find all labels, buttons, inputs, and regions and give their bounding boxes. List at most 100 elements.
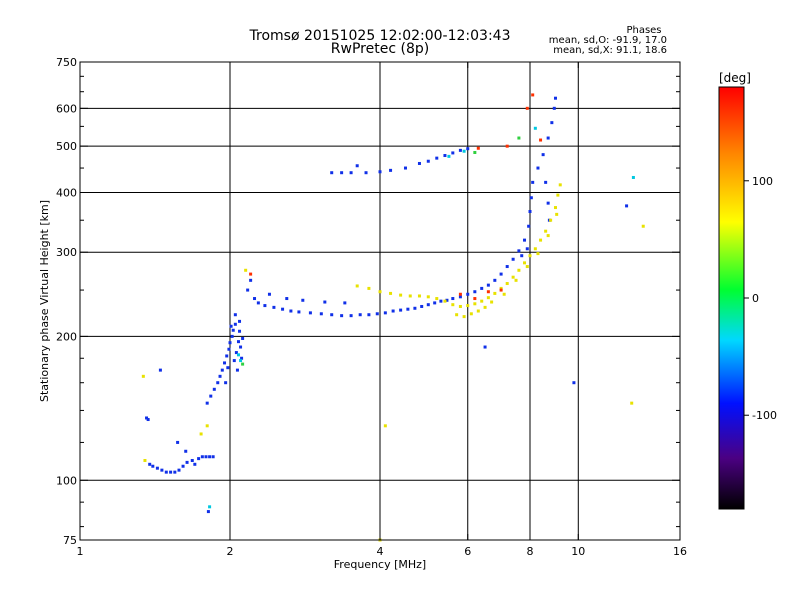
data-point xyxy=(227,347,231,351)
data-point xyxy=(223,361,227,365)
data-point xyxy=(263,304,267,308)
data-point xyxy=(458,304,462,308)
y-tick-label: 400 xyxy=(56,186,77,199)
data-point xyxy=(528,254,532,258)
data-point xyxy=(391,309,395,313)
data-point xyxy=(483,305,487,309)
data-point xyxy=(330,313,334,317)
data-point xyxy=(239,359,243,363)
y-tick-label: 200 xyxy=(56,330,77,343)
data-point xyxy=(239,345,243,349)
data-point xyxy=(505,282,509,286)
colorbar-tick-label: 0 xyxy=(752,292,759,305)
data-point xyxy=(493,291,497,295)
data-point xyxy=(527,224,531,228)
data-point xyxy=(451,297,455,301)
data-point xyxy=(473,150,477,154)
x-axis-label: Frequency [MHz] xyxy=(334,558,426,571)
data-point xyxy=(249,278,253,282)
data-point xyxy=(355,164,359,168)
data-point xyxy=(443,299,447,303)
x-tick-label: 16 xyxy=(673,545,687,558)
data-point xyxy=(447,154,451,158)
data-point xyxy=(358,313,362,317)
data-point xyxy=(399,308,403,312)
data-point xyxy=(143,458,147,462)
data-point xyxy=(511,275,515,279)
data-point xyxy=(550,121,554,125)
stats-line-x: mean, sd,X: 91.1, 18.6 xyxy=(553,45,667,56)
data-point xyxy=(528,210,532,214)
data-point xyxy=(158,368,162,372)
data-point xyxy=(232,359,236,363)
data-point xyxy=(205,401,209,405)
data-point xyxy=(208,505,212,509)
x-tick-label: 1 xyxy=(77,545,84,558)
data-point xyxy=(520,254,524,258)
data-point xyxy=(451,151,455,155)
data-point xyxy=(493,278,497,282)
data-point xyxy=(426,303,430,307)
x-tick-label: 4 xyxy=(377,545,384,558)
data-point xyxy=(529,196,533,200)
data-point xyxy=(220,368,224,372)
data-point xyxy=(238,329,242,333)
data-point xyxy=(406,307,410,311)
data-point xyxy=(514,278,518,282)
data-point xyxy=(546,234,550,238)
data-point xyxy=(193,462,197,466)
data-point xyxy=(160,468,164,472)
data-point xyxy=(572,381,576,385)
y-tick-label: 750 xyxy=(56,56,77,69)
data-point xyxy=(533,247,537,251)
data-point xyxy=(208,455,212,459)
data-point xyxy=(541,153,545,157)
data-point xyxy=(558,183,562,187)
data-point xyxy=(458,292,462,296)
data-point xyxy=(420,304,424,308)
data-point xyxy=(469,312,473,316)
data-point xyxy=(435,156,439,160)
data-point xyxy=(553,96,557,100)
data-point xyxy=(375,312,379,316)
x-axis: 1 2 4 6 8 10 16 xyxy=(77,62,687,558)
data-point xyxy=(451,303,455,307)
data-point xyxy=(536,252,540,256)
data-point xyxy=(364,171,368,175)
data-point xyxy=(502,292,506,296)
data-point xyxy=(216,381,220,385)
data-point xyxy=(389,291,393,295)
data-point xyxy=(458,295,462,299)
data-point xyxy=(641,224,645,228)
data-point xyxy=(151,464,155,468)
data-point xyxy=(226,366,230,370)
data-point xyxy=(197,457,201,461)
data-point xyxy=(349,171,353,175)
data-point xyxy=(240,356,244,360)
data-point xyxy=(499,272,503,276)
y-tick-label: 100 xyxy=(56,474,77,487)
data-point xyxy=(199,432,203,436)
data-point xyxy=(473,297,477,301)
data-point xyxy=(466,147,470,151)
data-point xyxy=(630,401,634,405)
data-point xyxy=(511,257,515,261)
data-point xyxy=(330,171,334,175)
y-axis: 75 100 200 300 400 500 600 750 xyxy=(56,56,680,547)
data-point xyxy=(480,286,484,290)
data-point xyxy=(525,247,529,251)
data-point xyxy=(525,265,529,269)
data-point xyxy=(241,362,245,366)
data-point xyxy=(145,416,149,420)
data-point xyxy=(486,296,490,300)
data-point xyxy=(466,304,470,308)
data-point xyxy=(533,126,537,130)
data-point xyxy=(367,286,371,290)
data-point xyxy=(190,458,194,462)
data-point xyxy=(378,290,382,294)
y-tick-label: 300 xyxy=(56,246,77,259)
x-tick-label: 8 xyxy=(527,545,534,558)
data-point xyxy=(426,159,430,163)
data-point xyxy=(297,310,301,314)
